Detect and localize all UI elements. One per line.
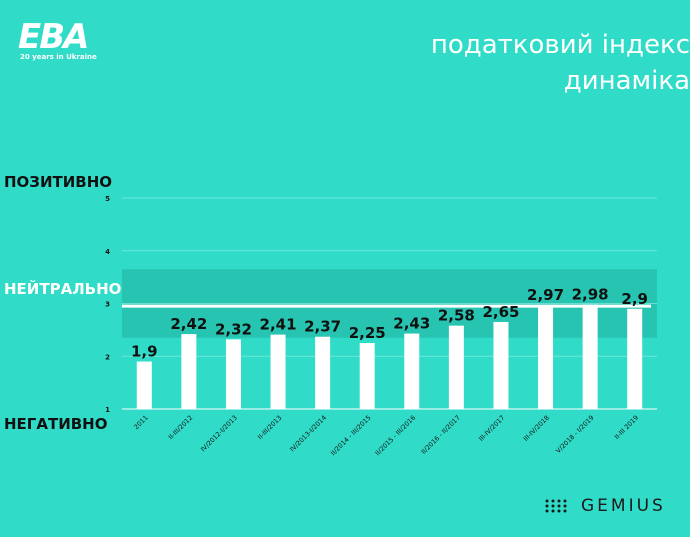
value-label-12: 2,9 [621,290,648,308]
x-tick-label-10: III-IV/2018 [522,414,551,443]
x-tick-label-8: II/2016 - II/2017 [420,414,462,456]
x-tick-label-2: II-III/2012 [167,414,194,441]
y-tick-label: 1 [105,406,110,414]
bar-6 [359,343,375,409]
zone-label-positive: ПОЗИТИВНО [4,173,113,191]
x-tick-label-9: III-IV/2017 [477,414,506,443]
bar-9 [493,321,509,409]
bar-4 [270,334,286,409]
eba-logo: EBA 20 years in Ukraine [18,17,108,64]
bar-5 [315,336,331,409]
bar-1 [136,361,152,409]
x-tick-label-5: IV/2013-I/2014 [288,414,328,454]
value-label-10: 2,97 [527,286,564,304]
x-tick-label-12: II-III 2019 [613,414,640,441]
bar-11 [582,304,598,409]
value-label-7: 2,43 [393,315,430,333]
bar-8 [448,325,464,409]
logo-tagline: 20 years in Ukraine [20,53,97,61]
slide-title-line-2: динаміка [563,66,690,96]
bar-3 [225,339,241,409]
gemius-wordmark: GEMIUS [581,496,666,516]
bar-10 [538,305,554,409]
bar-2 [181,334,197,409]
bar-7 [404,333,420,409]
zone-label-negative: НЕГАТИВНО [4,415,108,433]
bar-12 [627,308,643,409]
slide-title-line-1: податковий індекс [430,30,690,60]
value-label-9: 2,65 [482,303,519,321]
value-label-4: 2,41 [260,316,297,334]
x-tick-label-1: 2011 [132,414,149,431]
x-tick-label-3: IV/2012-I/2013 [199,414,239,454]
y-tick-label: 4 [105,248,110,256]
value-label-2: 2,42 [170,315,207,333]
y-tick-label: 5 [105,195,110,203]
value-label-1: 1,9 [131,343,158,361]
logo-mark: EBA [18,17,89,57]
y-tick-label: 2 [105,353,110,361]
x-tick-label-6: II/2014 - III/2015 [329,414,373,458]
gemius-dots-icon [545,499,567,513]
value-label-8: 2,58 [438,307,475,325]
zone-label-neutral: НЕЙТРАЛЬНО [4,280,122,298]
value-label-6: 2,25 [349,324,386,342]
x-tick-label-11: V/2018 - I/2019 [554,414,595,455]
x-tick-label-4: II-III/2013 [256,414,283,441]
y-tick-label: 3 [105,301,110,309]
x-tick-label-7: II/2015 - III/2016 [374,414,418,458]
value-label-3: 2,32 [215,320,252,338]
value-label-11: 2,98 [572,286,609,304]
value-label-5: 2,37 [304,318,341,336]
